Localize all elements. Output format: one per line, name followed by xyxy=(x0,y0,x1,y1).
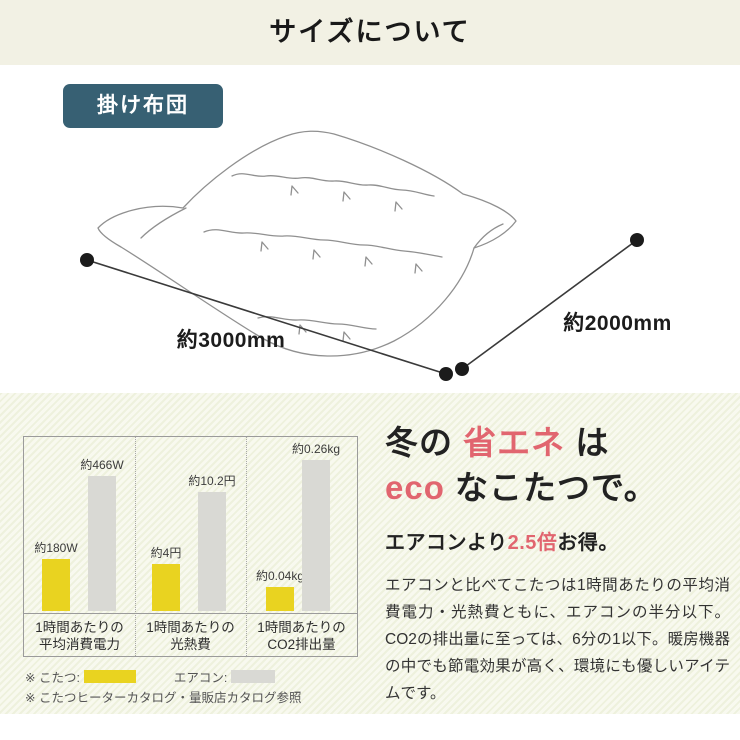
bar-kotatsu-power: 約180W xyxy=(34,541,78,611)
legend-aircon-label: エアコン: xyxy=(173,671,228,685)
eco-paragraph: エアコンと比べてこたつは1時間あたりの平均消費電力・光熱費ともに、エアコンの半分… xyxy=(385,577,730,702)
eco-subheading: エアコンより2.5倍お得。 xyxy=(385,526,730,555)
bar-kotatsu-cost: 約4円 xyxy=(151,546,181,611)
chart-separator xyxy=(135,437,136,656)
bar-value-label: 約4円 xyxy=(150,546,182,560)
page-title: サイズについて xyxy=(269,17,471,47)
chart-legend: ※ こたつ: エアコン: xyxy=(25,667,276,686)
width-dimension-label: 約3000mm xyxy=(176,329,286,352)
dimension-line-width xyxy=(86,259,447,375)
eco-heading: 冬の 省エネ は eco なこたつで。 xyxy=(385,420,730,510)
bar-value-label: 約0.26kg xyxy=(291,442,341,456)
bar-value-label: 約0.04kg xyxy=(255,569,305,583)
heading-accent: 省エネ xyxy=(463,424,566,461)
sub-text: お得。 xyxy=(557,532,619,554)
eco-heading-line1: 冬の 省エネ は xyxy=(385,420,730,465)
heading-text: なこたつで。 xyxy=(444,469,658,506)
bar-aircon-cost: 約10.2円 xyxy=(188,474,236,611)
bar-value-label: 約180W xyxy=(34,541,78,555)
quilt-seam-middle xyxy=(203,229,443,258)
legend-kotatsu-label: ※ こたつ: xyxy=(25,671,80,685)
caption-line: CO2排出量 xyxy=(267,637,336,652)
chart-separator xyxy=(246,437,247,656)
bar-value-label: 約10.2円 xyxy=(188,474,236,488)
chart-footnote: ※ こたつヒーターカタログ・量販店カタログ参照 xyxy=(25,691,302,705)
dimension-dot xyxy=(455,362,469,376)
heading-accent: eco xyxy=(385,469,445,506)
bar-aircon-power: 約466W xyxy=(80,458,124,611)
dimension-line-depth xyxy=(461,239,638,370)
depth-dimension-label: 約2000mm xyxy=(563,312,672,335)
chart-caption-power: 1時間あたりの 平均消費電力 xyxy=(24,619,135,653)
dimension-dot xyxy=(80,253,94,267)
chart-caption-cost: 1時間あたりの 光熱費 xyxy=(135,619,246,653)
futon-badge: 掛け布団 xyxy=(63,84,223,128)
dimension-dot xyxy=(439,367,453,381)
dimension-dot xyxy=(630,233,644,247)
chart-caption-co2: 1時間あたりの CO2排出量 xyxy=(246,619,357,653)
quilt-seam-upper xyxy=(231,173,435,197)
futon-left-fold xyxy=(140,207,187,239)
caption-line: 光熱費 xyxy=(170,637,211,652)
bar-kotatsu-co2: 約0.04kg xyxy=(256,569,304,611)
chart-axis-line xyxy=(24,613,357,614)
caption-line: 1時間あたりの xyxy=(257,620,346,635)
eco-text-column: 冬の 省エネ は eco なこたつで。 エアコンより2.5倍お得。 エアコンと比… xyxy=(385,420,730,707)
bar-aircon-co2: 約0.26kg xyxy=(292,442,340,611)
caption-line: 1時間あたりの xyxy=(35,620,124,635)
bar-value-label: 約466W xyxy=(80,458,124,472)
futon-right-fold xyxy=(473,223,504,249)
eco-section-background xyxy=(0,393,740,714)
title-band: サイズについて xyxy=(0,0,740,65)
eco-heading-line2: eco なこたつで。 xyxy=(385,465,730,510)
aircon-color-swatch xyxy=(231,670,276,683)
futon-outline xyxy=(97,130,517,357)
sub-accent: 2.5倍 xyxy=(507,532,558,554)
heading-text: は xyxy=(565,424,610,461)
energy-comparison-chart: 約180W 約466W 約4円 約10.2円 約0.04kg 約0.26kg 1… xyxy=(23,436,358,657)
kotatsu-color-swatch xyxy=(83,670,136,683)
sub-text: エアコンより xyxy=(385,532,508,554)
caption-line: 平均消費電力 xyxy=(39,637,120,652)
heading-text: 冬の xyxy=(385,424,464,461)
caption-line: 1時間あたりの xyxy=(146,620,235,635)
